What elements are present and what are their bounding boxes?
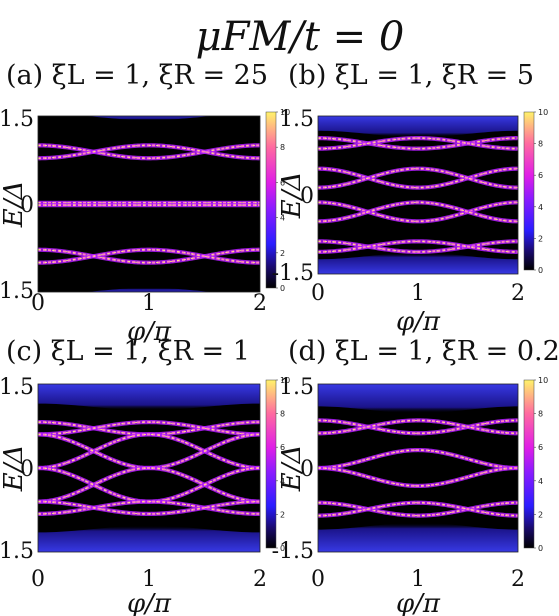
colorbar-tick-label: 2: [538, 510, 543, 519]
x-tick-label: 2: [511, 567, 525, 592]
colorbar-tick-label: 6: [538, 443, 543, 452]
colorbar-tick-label: 2: [280, 510, 285, 519]
x-axis-label: φ/π: [127, 589, 172, 616]
colorbar: [266, 380, 276, 548]
colorbar-tick-label: 4: [538, 477, 543, 486]
colorbar-tick-label: 0: [538, 266, 543, 275]
y-tick-label: -1.5: [272, 539, 314, 564]
colorbar-tick-label: 8: [538, 410, 543, 419]
figure-title: μFM/t = 0: [196, 14, 405, 60]
y-tick-label: 1.5: [279, 375, 314, 400]
y-tick-label: 1.5: [0, 375, 34, 400]
y-axis-label: E/Δ: [277, 445, 307, 493]
panel-4: (d) ξL = 1, ξR = 0.20 1 21.50-1.5φ/πE/Δ108…: [272, 336, 559, 616]
y-tick-label: 1.5: [279, 107, 314, 132]
colorbar-tick-label: 10: [538, 108, 548, 117]
y-axis-label: E/Δ: [0, 445, 29, 493]
y-tick-label: -1.5: [0, 539, 34, 564]
x-tick-label: 1: [142, 291, 156, 316]
colorbar-tick-label: 2: [538, 234, 543, 243]
colorbar-tick-label: 2: [280, 249, 285, 258]
x-tick-label: 2: [253, 291, 267, 316]
x-tick-label: 1: [411, 281, 425, 306]
panels: (a) ξL = 1, ξR = 250121.50-1.5φ/πE/Δ1086…: [0, 60, 559, 616]
colorbar-tick-label: 4: [538, 203, 543, 212]
colorbar-tick-label: 6: [538, 171, 543, 180]
x-axis-label: φ/π: [396, 589, 441, 616]
y-tick-label: -1.5: [272, 261, 314, 286]
y-tick-label: -1.5: [0, 279, 34, 304]
x-tick-label: 0: [31, 567, 45, 592]
y-tick-label: 1.5: [0, 107, 34, 132]
panel-title: (a) ξL = 1, ξR = 25: [6, 60, 268, 91]
x-tick-label: 2: [511, 281, 525, 306]
x-tick-label: 0: [311, 567, 325, 592]
panel-title: (b) ξL = 1, ξR = 5: [288, 60, 534, 91]
colorbar-tick-label: 8: [280, 143, 285, 152]
panel-2: (b) ξL = 1, ξR = 50 1 21.50-1.5φ/πE/Δ10864…: [272, 60, 549, 337]
colorbar-tick-label: 10: [538, 376, 548, 385]
y-axis-label: E/Δ: [277, 172, 307, 220]
x-tick-label: 2: [253, 567, 267, 592]
colorbar-tick-label: 8: [280, 410, 285, 419]
panel-title: (c) ξL = 1, ξR = 1: [6, 336, 250, 367]
colorbar-tick-label: 8: [538, 140, 543, 149]
panel-1: (a) ξL = 1, ξR = 250121.50-1.5φ/πE/Δ1086…: [0, 60, 290, 347]
panel-title: (d) ξL = 1, ξR = 0.2: [288, 336, 559, 367]
colorbar: [524, 380, 534, 548]
panel-3: (c) ξL = 1, ξR = 1 0 1 2 1.5 0 -1.5 φ/π E/Δ 10 8 6 4…: [0, 336, 290, 616]
x-axis-label: φ/π: [396, 307, 441, 337]
colorbar: [524, 112, 534, 270]
y-axis-label: E/Δ: [0, 181, 29, 229]
colorbar-tick-label: 0: [538, 544, 543, 553]
